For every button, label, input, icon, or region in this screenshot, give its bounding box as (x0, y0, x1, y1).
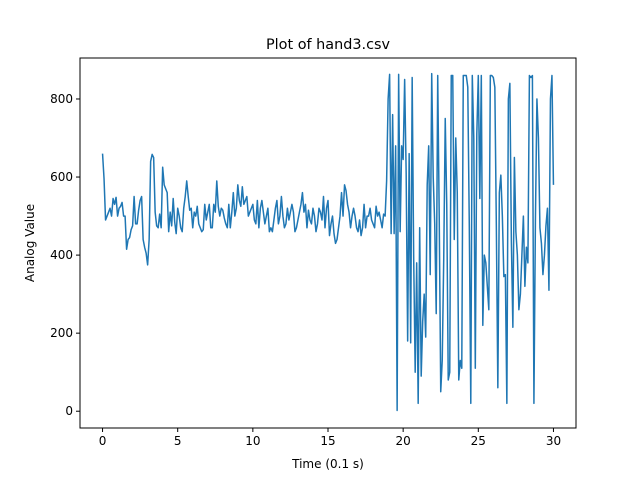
x-tick-label: 10 (245, 434, 260, 448)
y-tick-label: 800 (50, 92, 73, 106)
y-tick-label: 400 (50, 248, 73, 262)
x-tick-label: 20 (396, 434, 411, 448)
x-tick-label: 15 (320, 434, 335, 448)
y-tick-label: 200 (50, 326, 73, 340)
y-tick-label: 0 (65, 404, 73, 418)
chart-title: Plot of hand3.csv (266, 37, 390, 53)
series-line-0 (101, 72, 555, 412)
x-tick-label: 0 (99, 434, 107, 448)
series-layer (101, 72, 555, 412)
x-tick-label: 30 (546, 434, 561, 448)
y-tick-label: 600 (50, 170, 73, 184)
y-axis-label: Analog Value (23, 204, 37, 282)
x-tick-label: 25 (471, 434, 486, 448)
x-tick-label: 5 (174, 434, 182, 448)
x-axis-label: Time (0.1 s) (291, 457, 364, 471)
ticks-layer: 0 5 10 15 20 25 30 0 200 400 600 800 (50, 92, 561, 448)
